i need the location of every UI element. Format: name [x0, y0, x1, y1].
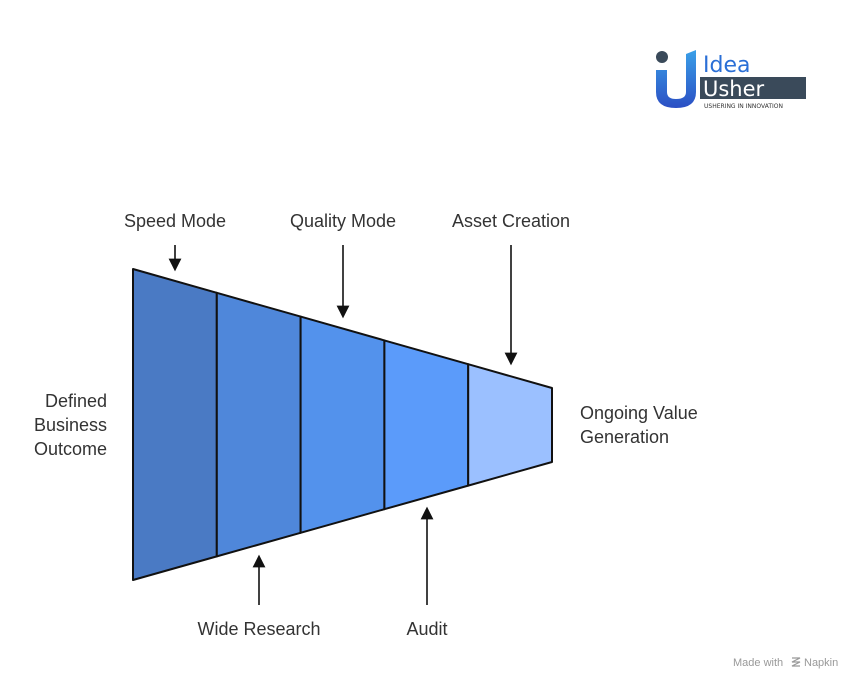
funnel-stage-2: [215, 291, 302, 558]
made-with-text: Made with: [733, 657, 783, 669]
logo-line2: Usher: [703, 77, 765, 101]
napkin-brand: Napkin: [804, 657, 838, 669]
label-defined-business-outcome: Defined: [45, 391, 107, 411]
label-defined-business-outcome: Outcome: [34, 439, 107, 459]
label-asset-creation: Asset Creation: [452, 211, 570, 231]
funnel-stage-3: [299, 315, 386, 534]
napkin-icon: [791, 657, 801, 667]
funnel-stage-4: [383, 339, 470, 511]
label-audit: Audit: [406, 619, 447, 639]
funnel-stage-1: [132, 268, 218, 581]
label-ongoing-value: Generation: [580, 427, 669, 447]
label-speed-mode: Speed Mode: [124, 211, 226, 231]
napkin-credit: Made with Napkin: [733, 657, 838, 669]
logo-tagline: USHERING IN INNOVATION: [704, 103, 783, 110]
label-ongoing-value: Ongoing Value: [580, 403, 698, 423]
arrows: [168, 245, 518, 605]
label-defined-business-outcome: Business: [34, 415, 107, 435]
label-quality-mode: Quality Mode: [290, 211, 396, 231]
funnel-stage-5: [467, 363, 553, 487]
logo: Idea Usher USHERING IN INNOVATION: [656, 50, 806, 110]
label-wide-research: Wide Research: [197, 619, 320, 639]
logo-line1: Idea: [703, 53, 750, 78]
